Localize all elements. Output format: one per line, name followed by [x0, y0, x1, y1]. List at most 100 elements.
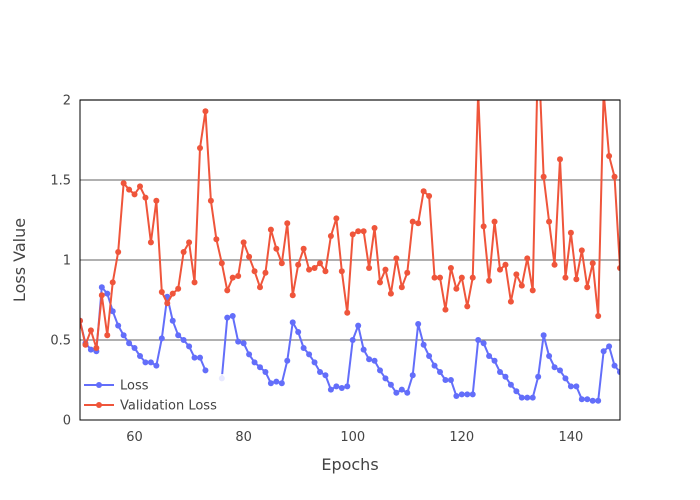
data-point [109, 279, 116, 286]
data-point [491, 218, 498, 225]
x-tick-label: 80 [235, 430, 252, 445]
data-point [355, 228, 362, 235]
data-point [578, 396, 585, 403]
data-point [458, 391, 465, 398]
data-point [595, 397, 602, 404]
y-tick-label: 1 [63, 254, 71, 269]
data-point [115, 249, 122, 255]
data-point [158, 289, 165, 295]
data-point [273, 245, 280, 252]
data-point [393, 389, 400, 396]
data-point [611, 362, 618, 369]
data-point [595, 313, 602, 319]
data-point [529, 394, 536, 401]
x-axis-title: Epochs [321, 455, 378, 474]
legend-label: Loss [120, 379, 149, 394]
data-point [327, 386, 334, 393]
data-point [371, 357, 378, 364]
data-point [442, 306, 449, 313]
data-point [147, 239, 154, 246]
data-point [480, 223, 487, 230]
y-axis-title: Loss Value [10, 218, 29, 302]
data-point [153, 362, 160, 369]
data-point [126, 186, 133, 193]
data-point [295, 329, 302, 335]
data-point [289, 319, 296, 326]
data-point [458, 274, 465, 281]
data-point [409, 372, 416, 379]
data-point [360, 228, 367, 235]
plot-area [80, 41, 620, 404]
data-point [300, 245, 307, 252]
data-point [502, 373, 509, 380]
data-point [169, 317, 176, 324]
data-point [218, 260, 225, 267]
data-point [606, 343, 613, 350]
data-point [377, 367, 383, 374]
data-point [224, 287, 231, 294]
series-loss [80, 284, 620, 404]
x-tick-label: 60 [126, 430, 143, 445]
legend-item[interactable]: Validation Loss [84, 399, 217, 414]
data-point [284, 220, 291, 227]
data-point [120, 332, 127, 339]
data-point [349, 337, 356, 343]
data-point [415, 220, 422, 227]
data-point [420, 188, 427, 195]
data-point [437, 369, 443, 375]
data-point [535, 41, 541, 47]
data-point [442, 377, 449, 383]
y-axis-ticks: 0 0.5 1 1.5 2 [50, 94, 71, 429]
data-point [229, 313, 236, 319]
y-tick-label: 2 [63, 94, 71, 109]
data-point [617, 369, 620, 375]
data-point [469, 391, 476, 398]
data-point [246, 351, 253, 358]
data-point [142, 194, 149, 201]
data-point [518, 394, 525, 401]
data-point [137, 353, 143, 359]
data-point [197, 145, 203, 151]
y-tick-label: 0 [63, 414, 71, 429]
data-point [437, 274, 443, 281]
data-point [382, 266, 389, 273]
data-point [104, 290, 111, 297]
data-point [246, 253, 253, 260]
data-point [453, 393, 460, 399]
data-point [360, 346, 367, 353]
data-point [507, 381, 514, 388]
data-point [235, 273, 242, 279]
data-point [453, 285, 460, 292]
x-tick-label: 120 [449, 430, 474, 445]
data-point [551, 364, 558, 371]
data-point [267, 226, 274, 233]
data-point [311, 359, 318, 366]
data-point [371, 225, 378, 231]
data-point [486, 353, 493, 359]
data-point [104, 332, 111, 339]
data-point [535, 373, 542, 380]
data-point [557, 367, 563, 374]
data-point [480, 340, 487, 347]
data-point [377, 279, 383, 286]
series-line [80, 100, 620, 349]
data-point [87, 346, 94, 353]
data-point [262, 269, 269, 276]
data-point [398, 284, 405, 291]
data-point [475, 89, 481, 95]
data-point [295, 261, 302, 268]
data-point [306, 351, 313, 358]
legend-item[interactable]: Loss [84, 379, 149, 394]
data-point [447, 265, 454, 271]
data-point [497, 266, 503, 273]
data-point [240, 239, 247, 246]
data-point [611, 173, 618, 180]
data-point [524, 394, 531, 401]
data-point [262, 369, 269, 375]
data-point [573, 383, 580, 390]
data-point [491, 357, 498, 364]
data-point [191, 279, 198, 286]
data-point [322, 372, 329, 379]
data-point [606, 153, 613, 159]
data-point [186, 343, 193, 350]
